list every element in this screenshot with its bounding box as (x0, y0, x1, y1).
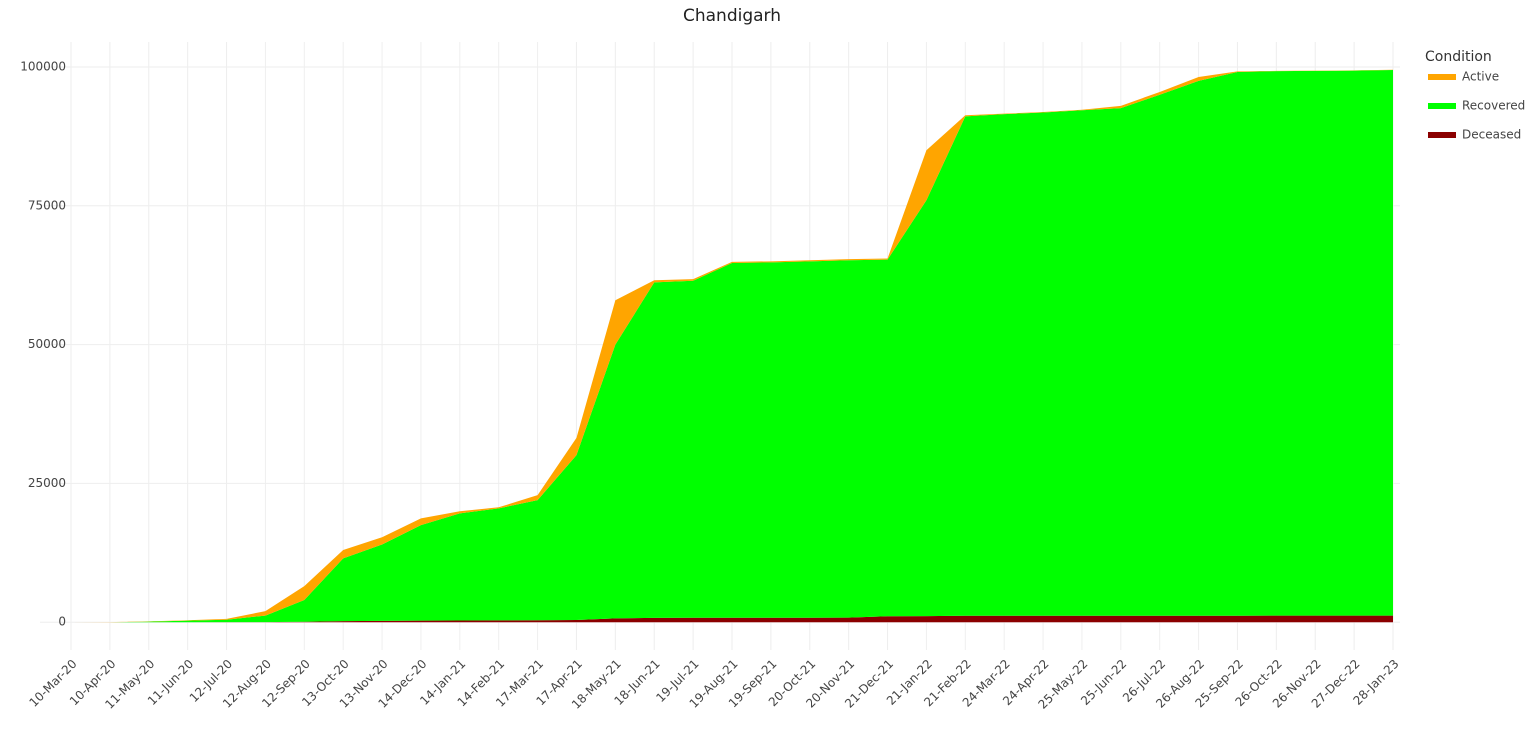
area (71, 615, 1393, 623)
area (71, 70, 1393, 623)
legend-label: Active (1462, 70, 1499, 84)
chart-title: Chandigarh (683, 6, 781, 26)
y-tick-label: 75000 (28, 198, 66, 212)
legend: Active Recovered Deceased (1428, 70, 1525, 142)
y-tick-label: 50000 (28, 337, 66, 351)
plot-area (71, 69, 1393, 623)
legend-label: Deceased (1462, 128, 1521, 142)
y-tick-label: 0 (58, 615, 66, 629)
y-tick-label: 100000 (20, 59, 66, 73)
y-tick-label: 25000 (28, 476, 66, 490)
legend-title: Condition (1425, 49, 1492, 65)
legend-label: Recovered (1462, 99, 1525, 113)
